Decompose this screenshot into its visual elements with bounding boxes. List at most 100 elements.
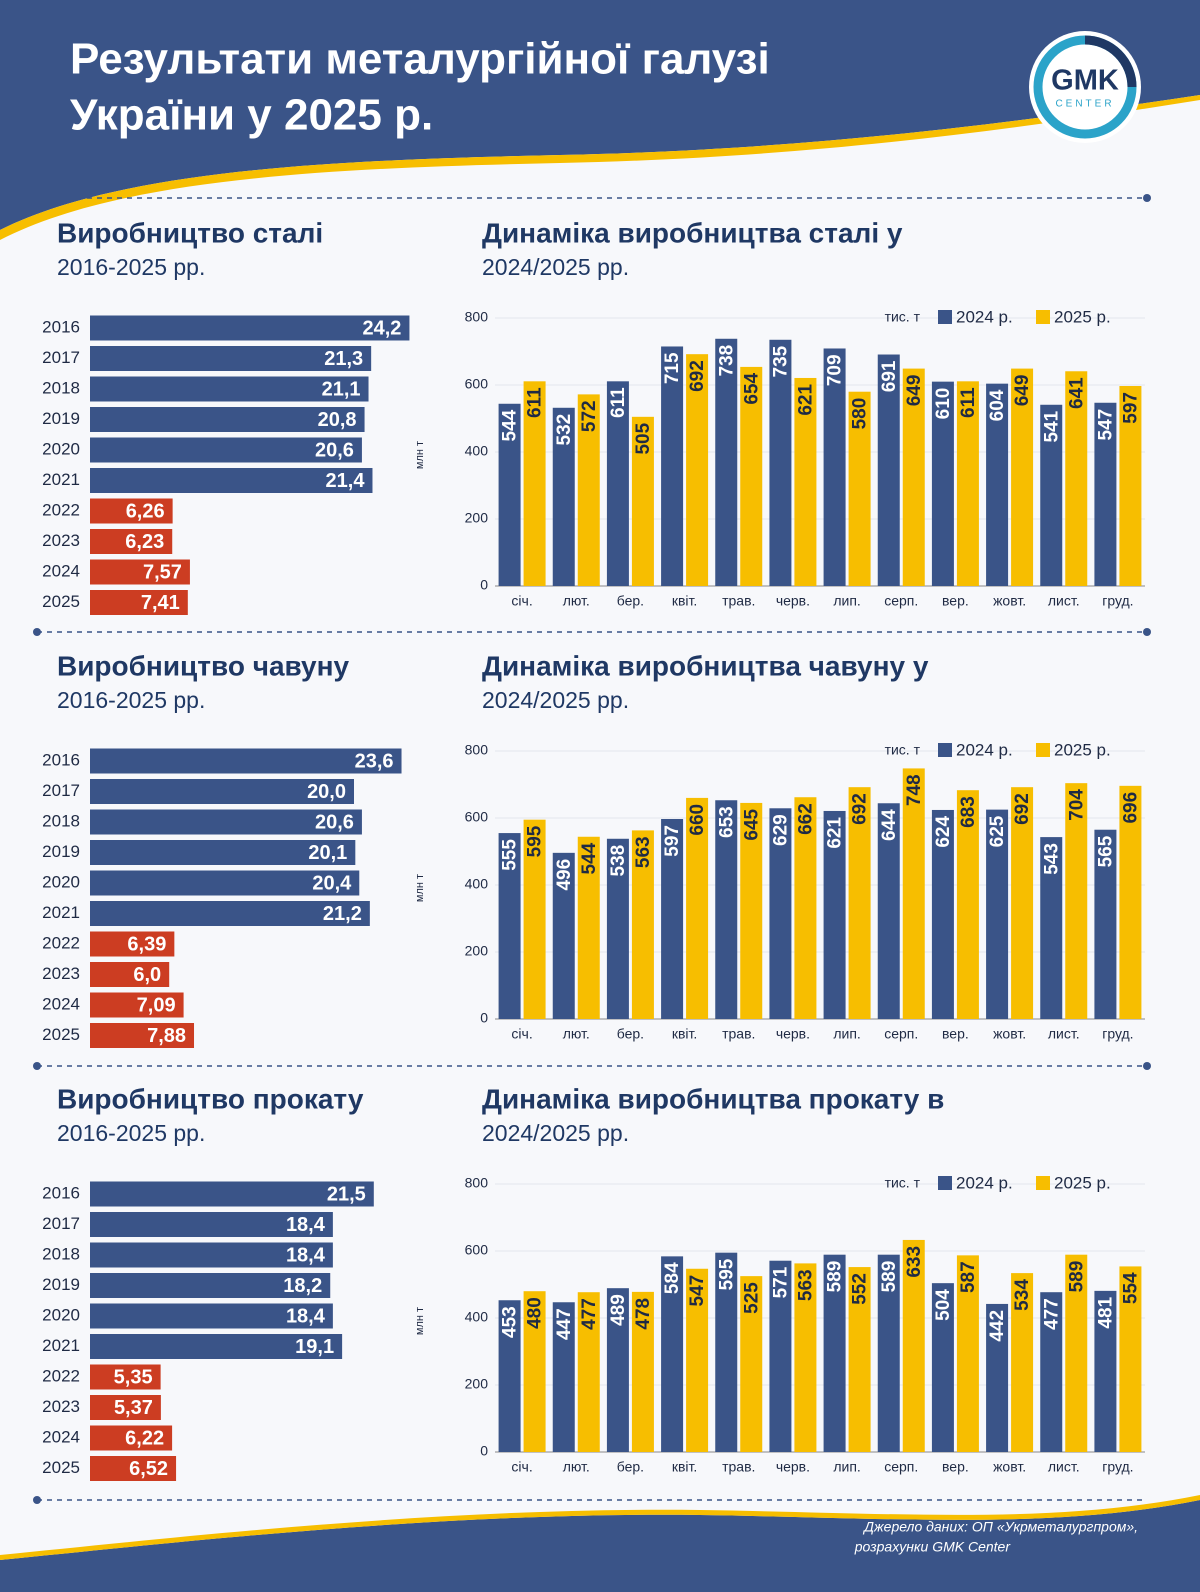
- bar: [90, 901, 370, 926]
- y-tick-label: 2019: [42, 1275, 80, 1294]
- bar: [90, 1303, 333, 1329]
- value-label: 589: [1066, 1261, 1087, 1293]
- x-tick-label: черв.: [776, 593, 810, 609]
- value-label: 21,4: [326, 470, 366, 492]
- bar: [740, 1276, 763, 1452]
- value-label: 505: [633, 422, 654, 454]
- value-label: 554: [1120, 1272, 1141, 1304]
- bar: [606, 838, 629, 1019]
- value-label: 555: [500, 839, 521, 871]
- bar: [577, 1292, 600, 1452]
- bar: [90, 1023, 195, 1048]
- value-label: 6,0: [133, 964, 161, 986]
- value-label: 653: [716, 806, 737, 838]
- value-label: 662: [795, 803, 816, 835]
- y-tick-label: 2020: [42, 439, 80, 458]
- chart-subtitle: 2016-2025 рр.: [57, 1120, 205, 1146]
- value-label: 481: [1095, 1296, 1116, 1328]
- value-label: 748: [904, 774, 925, 806]
- dot: [33, 628, 41, 636]
- y-tick-label: 200: [465, 1376, 489, 1392]
- y-tick-label: 600: [465, 809, 489, 825]
- value-label: 442: [987, 1310, 1008, 1342]
- value-label: 7,09: [137, 994, 176, 1016]
- bar: [848, 1267, 871, 1452]
- bar: [90, 779, 354, 804]
- value-label: 692: [1012, 793, 1033, 825]
- bar: [90, 1364, 161, 1390]
- x-tick-label: серп.: [884, 1459, 918, 1475]
- bar: [631, 416, 654, 586]
- y-tick-label: 2016: [42, 1183, 80, 1202]
- y-tick-label: 2022: [42, 500, 80, 519]
- y-tick-label: 2020: [42, 872, 80, 891]
- bar: [769, 808, 792, 1019]
- y-tick-label: 2023: [42, 964, 80, 983]
- bar: [90, 1181, 374, 1207]
- value-label: 589: [825, 1261, 846, 1293]
- chart-title: Виробництво прокату: [57, 1083, 364, 1114]
- chart-title: Динаміка виробництва сталі у: [482, 217, 903, 248]
- y-tick-label: 2019: [42, 409, 80, 428]
- footer-band: [0, 1500, 1200, 1592]
- legend-swatch: [1036, 1176, 1050, 1190]
- bar: [1011, 368, 1034, 586]
- value-label: 23,6: [355, 750, 394, 772]
- value-label: 7,41: [141, 592, 180, 614]
- y-tick-label: 800: [465, 742, 489, 758]
- value-label: 18,4: [286, 1214, 326, 1236]
- bar: [740, 366, 763, 586]
- value-label: 538: [608, 845, 629, 877]
- value-label: 541: [1041, 410, 1062, 442]
- main-title: Результати металургійної галузі: [70, 35, 770, 84]
- main-title: України у 2025 р.: [70, 91, 433, 140]
- value-label: 6,26: [126, 500, 165, 522]
- value-label: 692: [687, 360, 708, 392]
- x-tick-label: січ.: [511, 1459, 532, 1475]
- bar: [90, 809, 362, 835]
- bar: [606, 381, 629, 586]
- bar: [90, 1334, 343, 1359]
- x-tick-label: квіт.: [672, 1459, 697, 1475]
- value-label: 649: [904, 375, 925, 407]
- x-tick-label: вер.: [942, 593, 969, 609]
- value-label: 611: [525, 387, 546, 418]
- x-tick-label: бер.: [617, 1026, 644, 1042]
- value-label: 18,2: [283, 1275, 322, 1297]
- bar: [1119, 785, 1142, 1019]
- value-label: 610: [933, 388, 954, 420]
- value-label: 552: [850, 1273, 871, 1305]
- logo-bg: [1029, 31, 1141, 143]
- bar: [90, 346, 372, 371]
- y-tick-label: 2024: [42, 561, 80, 580]
- bar: [902, 368, 925, 586]
- chart-subtitle: 2024/2025 рр.: [482, 254, 629, 280]
- y-tick-label: 400: [465, 876, 489, 892]
- bar: [90, 376, 369, 402]
- source: Джерело даних: ОП «Укрметалургпром»,: [862, 1519, 1138, 1535]
- value-label: 644: [879, 809, 900, 841]
- bar: [848, 391, 871, 586]
- bar: [769, 339, 792, 586]
- bar: [90, 870, 360, 896]
- y-tick-label: 2022: [42, 1366, 80, 1385]
- bar: [1119, 386, 1142, 586]
- value-label: 478: [633, 1298, 654, 1330]
- bar: [1094, 1290, 1117, 1452]
- value-label: 597: [662, 825, 683, 857]
- value-label: 547: [687, 1275, 708, 1307]
- y-tick-label: 2017: [42, 348, 80, 367]
- value-label: 20,1: [308, 842, 347, 864]
- y-tick-label: 200: [465, 510, 489, 526]
- value-label: 19,1: [295, 1336, 334, 1358]
- y-tick-label: 2024: [42, 994, 80, 1013]
- y-tick-label: 2018: [42, 378, 80, 397]
- value-label: 580: [850, 398, 871, 430]
- value-label: 7,57: [143, 561, 182, 583]
- bar: [1065, 1254, 1088, 1452]
- y-tick-label: 0: [480, 1443, 488, 1459]
- y-tick-label: 2018: [42, 811, 80, 830]
- y-tick-label: 2023: [42, 531, 80, 550]
- y-tick-label: 2022: [42, 933, 80, 952]
- bar: [90, 1242, 333, 1268]
